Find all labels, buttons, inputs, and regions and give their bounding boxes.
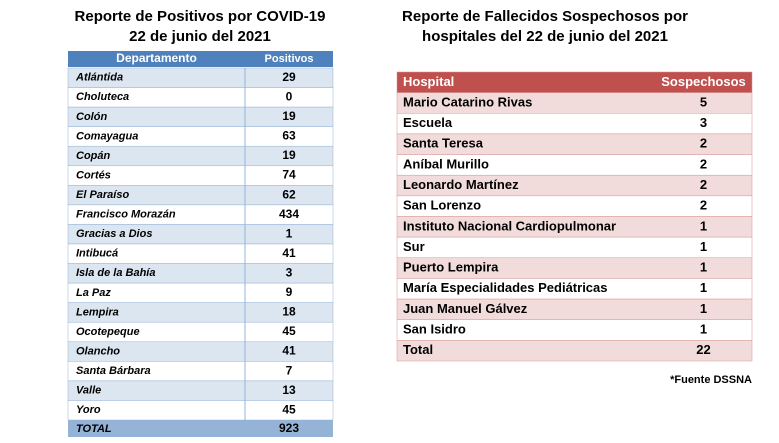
department-cell: Colón <box>76 111 107 123</box>
hospital-cell: San Isidro <box>403 321 466 336</box>
positives-cell: 45 <box>282 324 296 338</box>
positives-cell: 7 <box>286 363 293 377</box>
department-cell: Lempira <box>76 306 119 318</box>
hospital-cell: Juan Manuel Gálvez <box>403 301 528 316</box>
suspects-cell: 2 <box>700 198 707 213</box>
positives-cell: 13 <box>282 383 296 397</box>
total-value: 923 <box>279 421 299 435</box>
suspects-cell: 1 <box>700 260 707 275</box>
department-cell: El Paraíso <box>76 189 129 201</box>
total-label: TOTAL <box>76 423 112 435</box>
department-cell: Isla de la Bahía <box>76 267 155 279</box>
hospital-cell: San Lorenzo <box>403 198 481 213</box>
positives-cell: 0 <box>286 90 293 104</box>
positives-cell: 41 <box>282 246 296 260</box>
table-row <box>396 236 753 259</box>
header-cell: Departamento <box>116 51 197 65</box>
hospital-cell: Instituto Nacional Cardiopulmonar <box>403 218 616 233</box>
source-note: *Fuente DSSNA <box>670 374 752 386</box>
department-cell: Santa Bárbara <box>76 365 151 377</box>
table-row <box>396 340 753 362</box>
hospital-cell: Leonardo Martínez <box>403 177 519 192</box>
positives-cell: 3 <box>286 266 293 280</box>
department-cell: Choluteca <box>76 91 129 103</box>
right-title: hospitales del 22 de junio del 2021 <box>422 28 668 45</box>
positives-cell: 1 <box>286 226 293 240</box>
suspects-cell: 5 <box>700 94 707 109</box>
left-title: Reporte de Positivos por COVID-19 <box>75 8 326 25</box>
suspects-cell: 2 <box>700 177 707 192</box>
department-cell: Comayagua <box>76 130 138 142</box>
suspects-cell: 1 <box>700 301 707 316</box>
suspects-cell: 1 <box>700 218 707 233</box>
hospital-cell: Santa Teresa <box>403 136 484 151</box>
department-cell: Olancho <box>76 345 120 357</box>
hospital-cell: Puerto Lempira <box>403 260 499 275</box>
positives-cell: 45 <box>282 402 296 416</box>
suspects-cell: 2 <box>700 156 707 171</box>
department-cell: Francisco Morazán <box>76 209 176 221</box>
positives-cell: 41 <box>282 344 296 358</box>
header-cell: Sospechosos <box>661 74 746 89</box>
total-value: 22 <box>696 342 710 357</box>
left-title: 22 de junio del 2021 <box>129 28 271 45</box>
positives-cell: 19 <box>282 148 296 162</box>
header-cell: Positivos <box>265 53 314 65</box>
hospital-cell: Escuela <box>403 115 453 130</box>
department-cell: Atlántida <box>75 72 123 84</box>
hospital-cell: María Especialidades Pediátricas <box>403 280 608 295</box>
header-row <box>68 51 333 67</box>
department-cell: La Paz <box>76 287 111 299</box>
right-title: Reporte de Fallecidos Sospechosos por <box>402 8 688 25</box>
positives-cell: 74 <box>282 168 296 182</box>
suspects-cell: 1 <box>700 321 707 336</box>
department-cell: Cortés <box>76 169 111 181</box>
positives-cell: 63 <box>282 129 296 143</box>
department-cell: Intibucá <box>76 248 118 260</box>
hospital-cell: Sur <box>403 239 425 254</box>
positives-cell: 9 <box>286 285 293 299</box>
total-label: Total <box>403 342 433 357</box>
positives-cell: 434 <box>279 207 299 221</box>
department-cell: Gracias a Dios <box>76 228 152 240</box>
positives-cell: 62 <box>282 187 296 201</box>
header-cell: Hospital <box>403 74 454 89</box>
department-cell: Valle <box>76 385 101 397</box>
suspects-cell: 2 <box>700 136 707 151</box>
department-cell: Copán <box>76 150 111 162</box>
department-cell: Yoro <box>76 404 101 416</box>
positives-cell: 29 <box>282 70 296 84</box>
hospital-cell: Mario Catarino Rivas <box>403 94 532 109</box>
positives-cell: 19 <box>282 109 296 123</box>
positives-cell: 18 <box>282 305 296 319</box>
suspects-cell: 1 <box>700 239 707 254</box>
suspects-cell: 1 <box>700 280 707 295</box>
total-row <box>68 420 333 437</box>
hospital-cell: Aníbal Murillo <box>403 156 489 171</box>
department-cell: Ocotepeque <box>76 326 140 338</box>
suspects-cell: 3 <box>700 115 707 130</box>
